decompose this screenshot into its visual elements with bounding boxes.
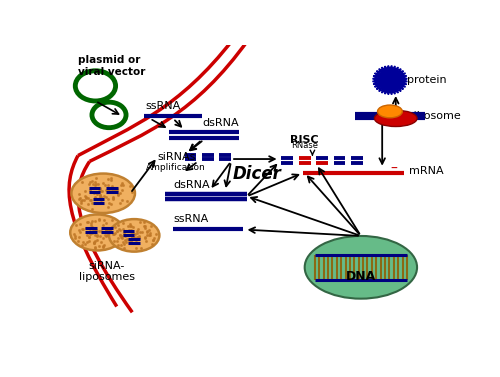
Text: DNA: DNA xyxy=(346,270,376,282)
Text: ribosome: ribosome xyxy=(410,111,461,121)
Text: siRNA-
liposomes: siRNA- liposomes xyxy=(79,261,135,282)
Ellipse shape xyxy=(378,105,402,118)
Text: RNase: RNase xyxy=(291,141,318,150)
Ellipse shape xyxy=(304,236,417,299)
Text: dsRNA: dsRNA xyxy=(173,179,210,190)
Ellipse shape xyxy=(374,110,417,127)
Text: protein: protein xyxy=(406,75,446,85)
Ellipse shape xyxy=(109,219,160,251)
Text: RISC: RISC xyxy=(290,135,319,146)
Ellipse shape xyxy=(70,215,124,250)
Text: dsRNA: dsRNA xyxy=(202,118,238,128)
Text: Amplification: Amplification xyxy=(146,163,206,172)
Polygon shape xyxy=(373,66,408,95)
Text: mRNA: mRNA xyxy=(410,166,444,176)
Ellipse shape xyxy=(72,173,135,213)
Text: Dicer: Dicer xyxy=(233,166,282,184)
Text: ssRNA: ssRNA xyxy=(146,101,181,112)
Text: –: – xyxy=(390,162,397,176)
Text: plasmid or
viral vector: plasmid or viral vector xyxy=(78,55,146,77)
Text: ssRNA: ssRNA xyxy=(173,215,208,224)
Text: siRNAs: siRNAs xyxy=(158,152,196,162)
